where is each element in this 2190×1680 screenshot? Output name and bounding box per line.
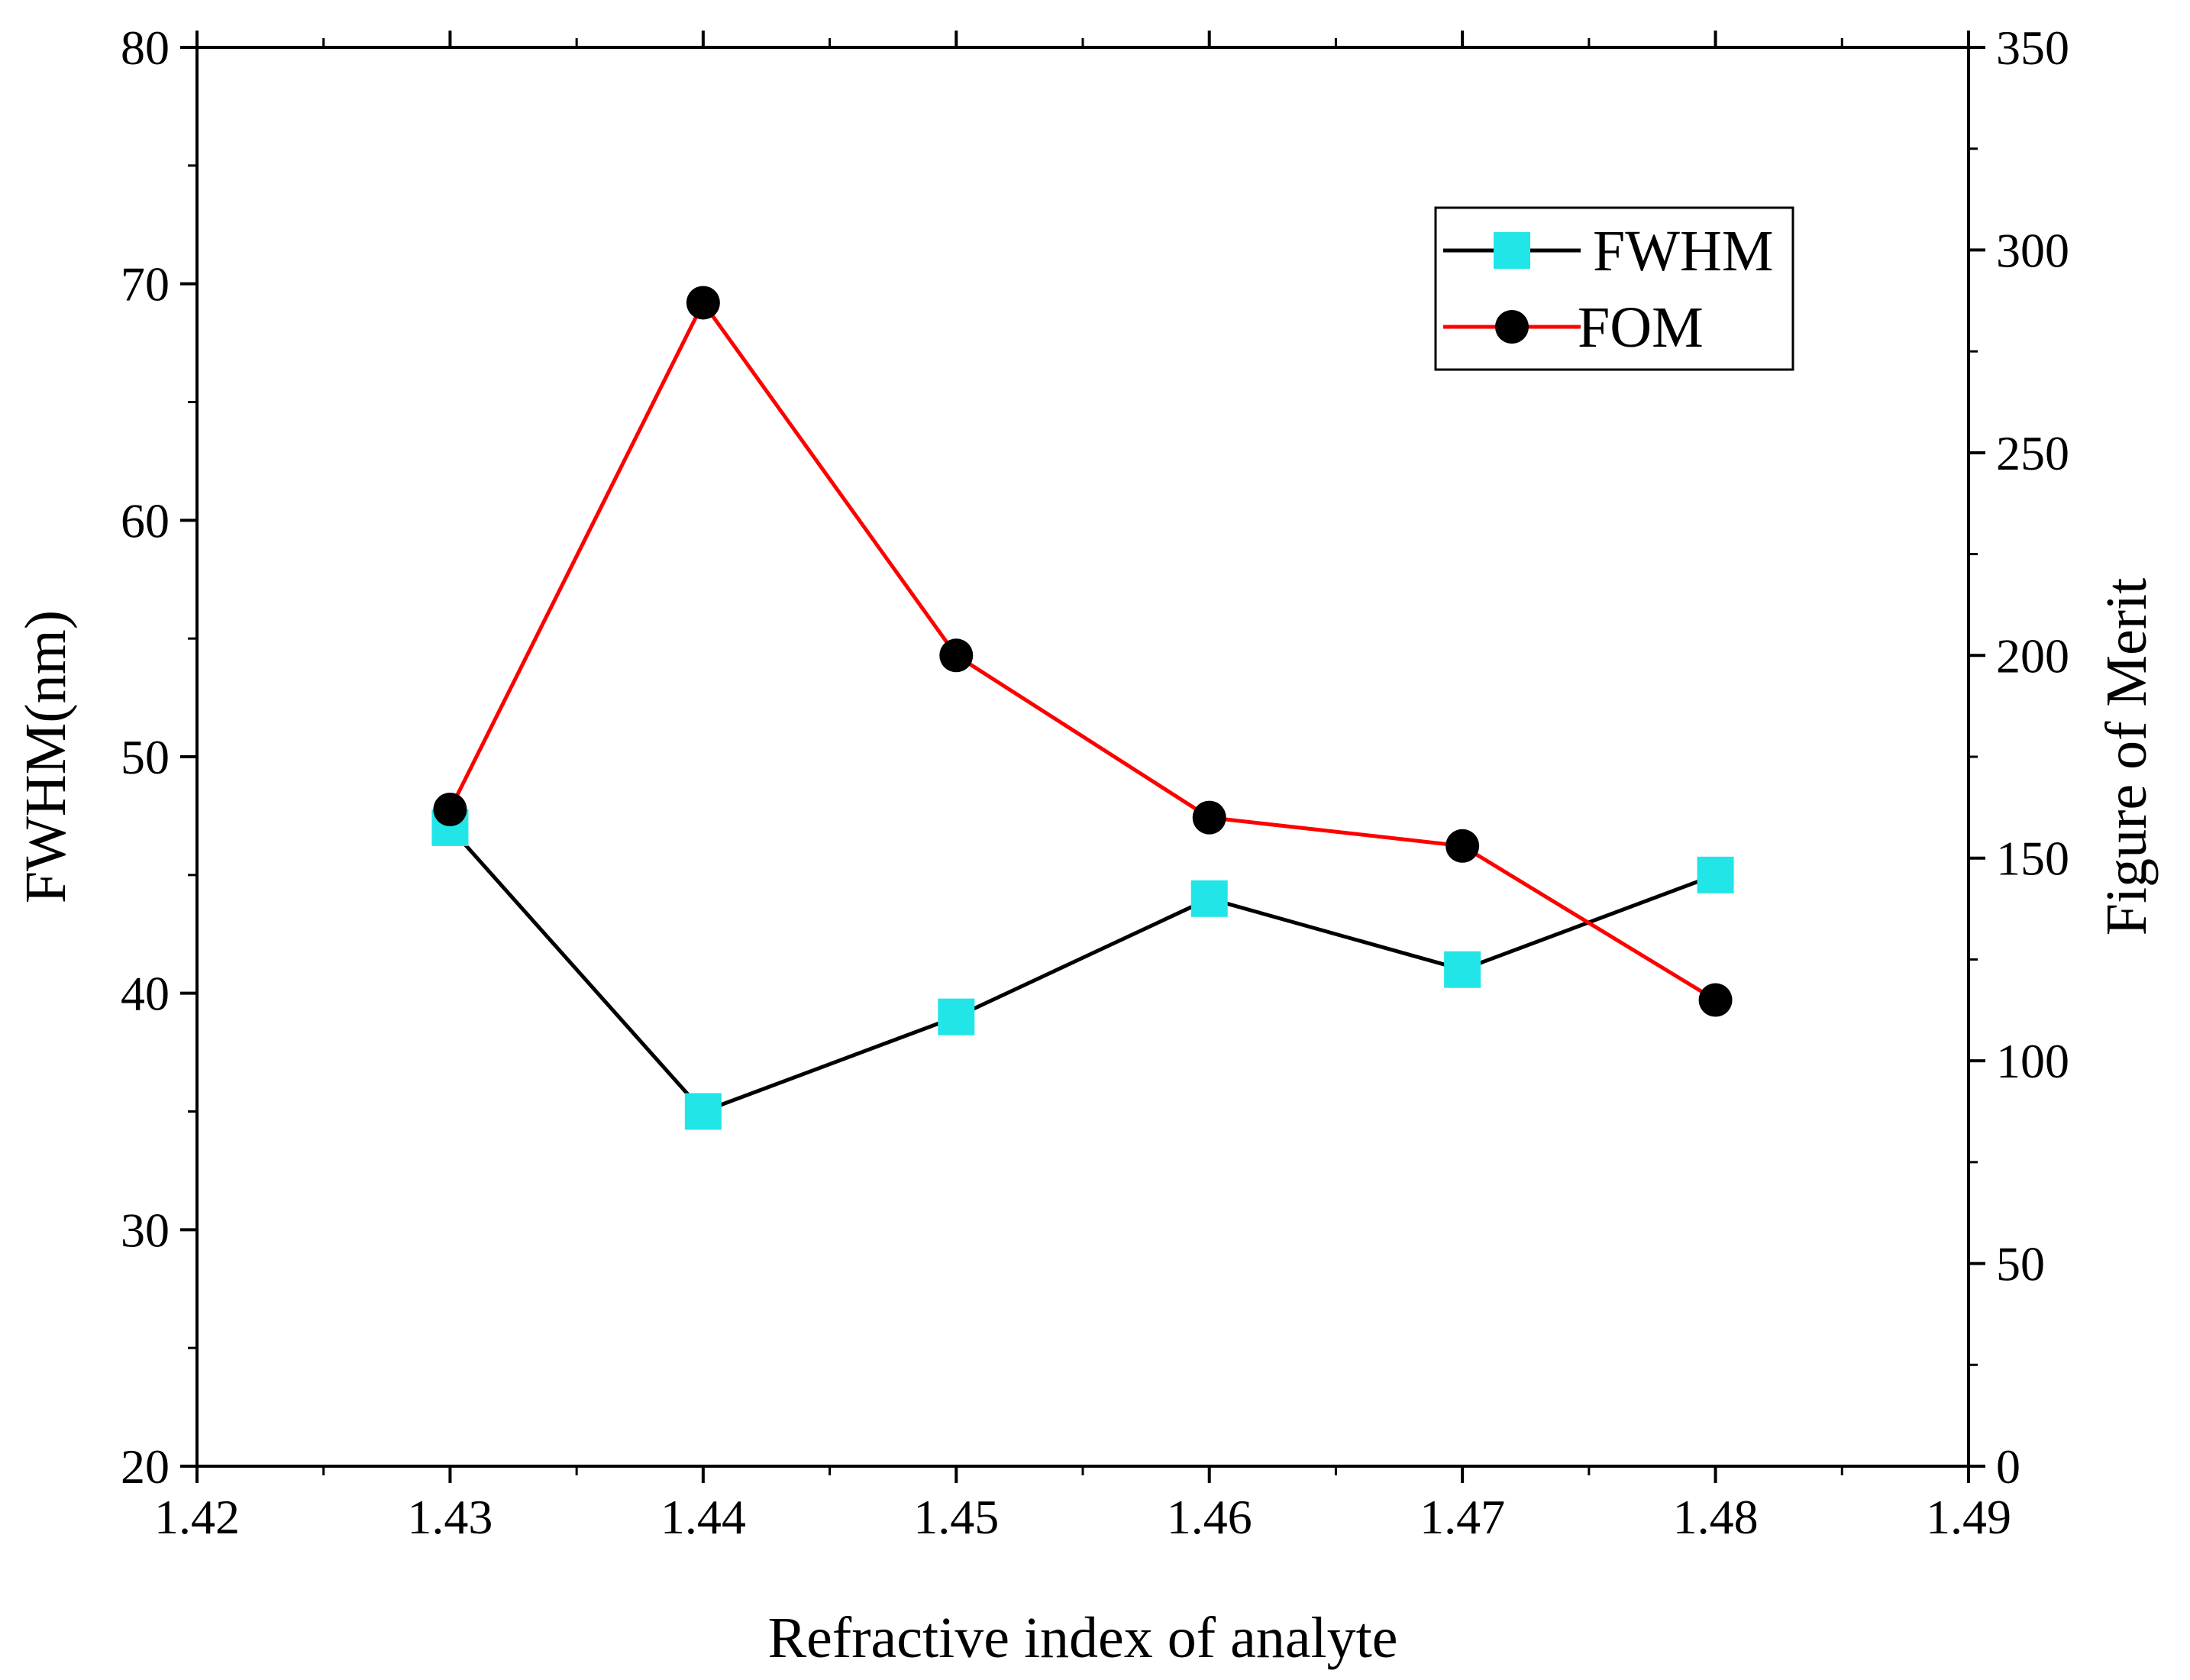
y-right-tick-label: 100 — [1996, 1034, 2069, 1088]
series-line-fom — [448, 300, 1717, 1002]
legend-fom-marker — [1495, 310, 1529, 344]
x-tick-label: 1.44 — [661, 1490, 746, 1544]
y-left-tick-label: 40 — [121, 967, 170, 1021]
y-left-tick-label: 20 — [121, 1439, 170, 1494]
y-right-tick-label: 250 — [1996, 426, 2069, 480]
legend-fom-label: FOM — [1578, 296, 1704, 360]
tick-labels: 1.42 1.43 1.44 1.45 1.46 1.47 1.48 1.49 20 30 40 50… — [121, 21, 2069, 1544]
plot-frame — [195, 46, 1970, 1468]
y-right-tick-label: 200 — [1996, 628, 2069, 683]
y-right-tick-label: 0 — [1996, 1439, 2020, 1494]
series-lines — [448, 300, 1717, 1113]
data-point-fwhm — [1190, 880, 1228, 917]
y-left-tick-label: 60 — [121, 493, 170, 548]
x-tick-label: 1.48 — [1673, 1490, 1759, 1544]
data-point-fom — [686, 286, 720, 320]
y-left-tick-label: 30 — [121, 1203, 170, 1257]
y-left-tick-label: 80 — [121, 21, 170, 75]
series-line-fwhm — [448, 826, 1717, 1113]
y-right-tick-label: 150 — [1996, 832, 2069, 886]
data-point-fom — [1192, 800, 1226, 835]
y-left-tick-label: 70 — [121, 257, 170, 312]
legend: FWHM FOM — [1434, 206, 1794, 371]
y-right-tick-label: 300 — [1996, 223, 2069, 277]
y-axis-left-title: FWHM(nm) — [14, 610, 78, 903]
x-tick-label: 1.46 — [1167, 1490, 1252, 1544]
y-right-tick-label: 350 — [1996, 21, 2069, 75]
y-right-tick-label: 50 — [1996, 1237, 2045, 1291]
data-point-fom — [1445, 829, 1480, 863]
legend-fwhm-marker — [1494, 232, 1530, 269]
x-tick-label: 1.43 — [407, 1490, 493, 1544]
y-axis-right-title: Figure of Merit — [2095, 578, 2159, 936]
data-point-fwhm — [1444, 951, 1481, 988]
data-point-fom — [1698, 983, 1733, 1017]
data-point-fom — [939, 638, 974, 673]
data-point-fwhm — [938, 998, 975, 1035]
y-left-tick-label: 50 — [121, 730, 170, 784]
x-tick-label: 1.45 — [913, 1490, 999, 1544]
x-axis-title: Refractive index of analyte — [767, 1606, 1397, 1670]
x-tick-label: 1.47 — [1420, 1490, 1505, 1544]
data-point-fwhm — [684, 1093, 722, 1130]
x-tick-label: 1.42 — [154, 1490, 240, 1544]
data-point-fwhm — [1697, 856, 1734, 893]
legend-fwhm-label: FWHM — [1593, 219, 1773, 283]
x-tick-label: 1.49 — [1926, 1490, 2011, 1544]
series-markers — [431, 286, 1734, 1130]
data-point-fom — [433, 793, 467, 827]
